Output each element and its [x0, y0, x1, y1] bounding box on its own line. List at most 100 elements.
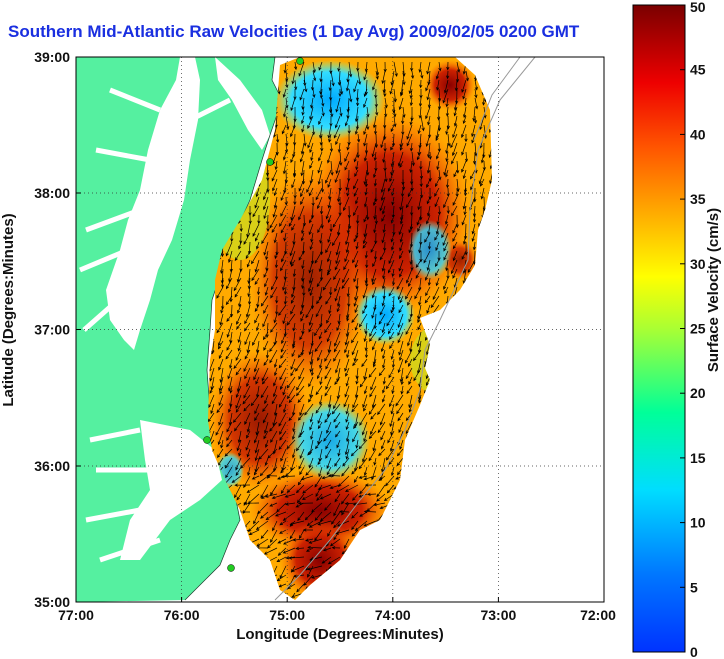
- velocity-arrow: [327, 232, 332, 243]
- velocity-arrow: [217, 448, 224, 459]
- velocity-arrow: [308, 376, 314, 388]
- velocity-arrow: [381, 394, 386, 403]
- velocity-arrow: [250, 394, 260, 407]
- velocity-arrow: [295, 358, 305, 372]
- velocity-arrow: [308, 268, 314, 284]
- velocity-arrow: [443, 160, 449, 176]
- velocity-arrow: [335, 160, 341, 175]
- velocity-arrow: [266, 474, 278, 478]
- velocity-arrow: [252, 331, 260, 346]
- velocity-arrow: [304, 403, 314, 416]
- velocity-arrow: [436, 214, 440, 226]
- velocity-arrow: [332, 214, 341, 228]
- velocity-arrow: [463, 97, 468, 107]
- velocity-arrow: [370, 241, 377, 253]
- velocity-arrow: [372, 358, 377, 368]
- land: [76, 57, 283, 602]
- velocity-arrow: [401, 115, 405, 125]
- velocity-arrow: [296, 376, 305, 391]
- velocity-arrow: [318, 331, 323, 340]
- velocity-arrow: [366, 106, 370, 118]
- velocity-arrow: [301, 223, 305, 235]
- velocity-arrow: [410, 169, 414, 186]
- velocity-arrow: [388, 457, 395, 465]
- velocity-arrow: [279, 565, 287, 579]
- velocity-arrow: [304, 511, 314, 521]
- velocity-arrow: [464, 151, 469, 163]
- velocity-arrow: [323, 430, 332, 442]
- velocity-arrow: [289, 520, 305, 526]
- velocity-arrow: [271, 493, 287, 499]
- velocity-arrow: [358, 439, 368, 450]
- velocity-arrow: [225, 241, 233, 257]
- velocity-arrow: [243, 403, 251, 412]
- velocity-arrow: [396, 403, 404, 415]
- velocity-arrow: [265, 250, 269, 261]
- velocity-arrow: [451, 142, 458, 157]
- velocity-arrow: [245, 439, 251, 451]
- velocity-arrow: [346, 349, 350, 359]
- velocity-arrow: [333, 520, 341, 529]
- velocity-arrow: [236, 268, 242, 283]
- velocity-arrow: [410, 260, 414, 272]
- velocity-arrow: [419, 89, 423, 99]
- velocity-arrow: [324, 349, 332, 362]
- velocity-arrow: [309, 214, 314, 224]
- velocity-arrow: [445, 142, 449, 154]
- velocity-arrow: [368, 430, 377, 440]
- y-tick-label: 37:00: [34, 322, 70, 338]
- velocity-arrow: [329, 484, 341, 489]
- velocity-arrow: [270, 529, 278, 543]
- velocity-arrow: [443, 241, 449, 252]
- velocity-arrow: [341, 466, 350, 477]
- velocity-arrow: [415, 268, 422, 279]
- velocity-arrow: [426, 160, 431, 174]
- velocity-arrow: [390, 466, 395, 477]
- velocity-arrow: [279, 529, 287, 534]
- velocity-arrow: [310, 232, 314, 243]
- velocity-arrow: [445, 259, 449, 272]
- velocity-arrow: [328, 473, 341, 478]
- velocity-arrow: [295, 484, 305, 494]
- velocity-arrow: [378, 331, 386, 341]
- velocity-arrow: [218, 412, 224, 426]
- velocity-arrow: [450, 259, 458, 275]
- velocity-arrow: [445, 97, 449, 108]
- velocity-arrow: [325, 295, 332, 305]
- velocity-arrow: [419, 160, 423, 171]
- velocity-arrow: [480, 187, 485, 200]
- velocity-arrow: [359, 313, 368, 328]
- velocity-arrow: [300, 160, 305, 177]
- velocity-arrow: [298, 250, 305, 261]
- velocity-arrow: [285, 79, 289, 89]
- velocity-arrow: [327, 556, 341, 565]
- velocity-arrow: [316, 493, 323, 502]
- velocity-arrow: [354, 106, 359, 123]
- velocity-arrow: [246, 340, 251, 354]
- velocity-arrow: [254, 304, 260, 312]
- velocity-arrow: [480, 151, 485, 164]
- velocity-arrow: [300, 313, 305, 322]
- velocity-arrow: [379, 304, 386, 316]
- velocity-arrow: [335, 430, 341, 438]
- velocity-arrow: [226, 322, 233, 338]
- velocity-arrow: [381, 259, 386, 272]
- velocity-arrow: [365, 277, 369, 288]
- velocity-arrow: [234, 421, 242, 432]
- velocity-arrow: [262, 403, 269, 413]
- velocity-arrow: [435, 70, 440, 80]
- velocity-arrow: [373, 250, 378, 261]
- velocity-arrow: [347, 124, 351, 135]
- colorbar: [632, 4, 686, 653]
- velocity-arrow: [373, 151, 377, 162]
- velocity-arrow: [362, 232, 368, 245]
- velocity-arrow: [336, 295, 341, 307]
- velocity-arrow: [318, 259, 323, 273]
- velocity-arrow: [290, 457, 296, 472]
- velocity-arrow: [396, 457, 404, 467]
- velocity-arrow: [408, 223, 413, 234]
- velocity-arrow: [462, 88, 467, 100]
- velocity-arrow: [355, 160, 359, 171]
- velocity-arrow: [389, 412, 395, 428]
- velocity-arrow: [315, 187, 323, 201]
